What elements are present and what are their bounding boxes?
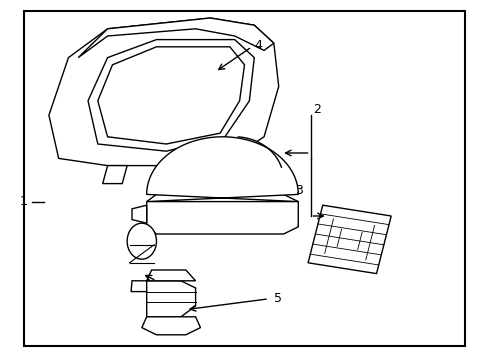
Polygon shape (146, 270, 195, 281)
Polygon shape (98, 47, 244, 144)
Polygon shape (146, 194, 298, 234)
Polygon shape (49, 18, 278, 166)
Polygon shape (142, 317, 200, 335)
Text: 6: 6 (154, 283, 162, 296)
Polygon shape (146, 137, 298, 202)
Text: 5: 5 (273, 292, 281, 305)
Text: 4: 4 (254, 39, 262, 51)
Text: 2: 2 (312, 103, 320, 116)
Polygon shape (146, 281, 195, 317)
Polygon shape (102, 166, 127, 184)
Text: 3: 3 (295, 184, 303, 197)
Polygon shape (132, 205, 146, 223)
Polygon shape (88, 40, 254, 151)
Polygon shape (210, 166, 234, 184)
Text: 1: 1 (20, 195, 28, 208)
Polygon shape (307, 205, 390, 274)
Polygon shape (131, 281, 151, 292)
Ellipse shape (127, 223, 156, 259)
Polygon shape (78, 18, 273, 58)
